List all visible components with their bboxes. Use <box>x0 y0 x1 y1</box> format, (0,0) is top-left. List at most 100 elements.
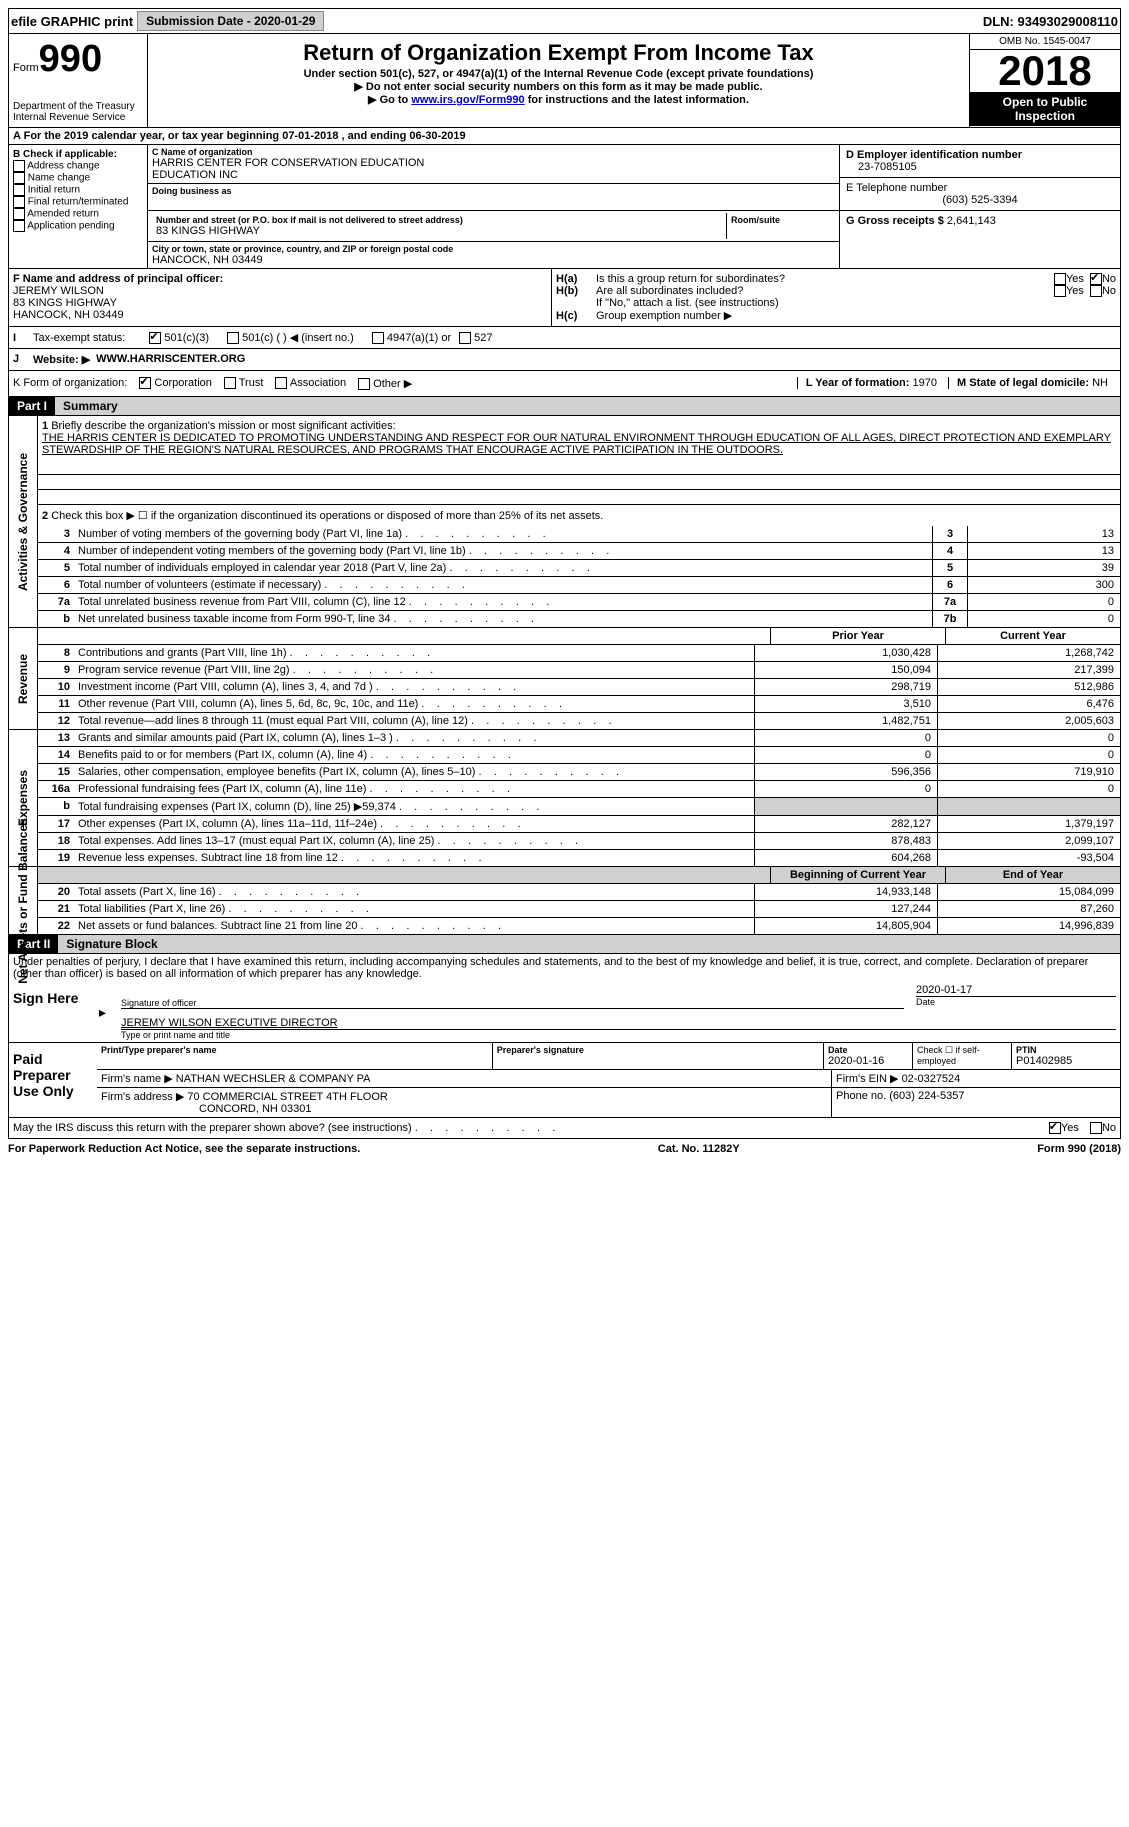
line-9: 9 Program service revenue (Part VIII, li… <box>38 662 1120 679</box>
side-net: Net Assets or Fund Balances <box>16 818 30 984</box>
box-e-label: E Telephone number <box>846 182 1114 194</box>
cb-name-change[interactable]: Name change <box>13 172 143 184</box>
line-20: 20 Total assets (Part X, line 16) 14,933… <box>38 884 1120 901</box>
box-b-label: B Check if applicable: <box>13 149 143 160</box>
cb-assoc[interactable]: Association <box>275 377 346 390</box>
line-13: 13 Grants and similar amounts paid (Part… <box>38 730 1120 747</box>
ha-yes[interactable]: Yes <box>1054 273 1084 285</box>
part1-net: Net Assets or Fund Balances Beginning of… <box>8 867 1121 935</box>
cb-501c[interactable]: 501(c) ( ) ◀ (insert no.) <box>227 331 354 344</box>
part1-rev: Revenue Prior Year Current Year 8 Contri… <box>8 628 1121 730</box>
col-begin: Beginning of Current Year <box>770 867 945 883</box>
org-name: HARRIS CENTER FOR CONSERVATION EDUCATION… <box>152 157 835 181</box>
box-f-label: F Name and address of principal officer: <box>13 273 547 285</box>
firm-phone: (603) 224-5357 <box>889 1090 964 1102</box>
line-5: 5 Total number of individuals employed i… <box>38 560 1120 577</box>
cb-other[interactable]: Other ▶ <box>358 377 412 390</box>
city-label: City or town, state or province, country… <box>152 244 835 254</box>
line-b: b Total fundraising expenses (Part IX, c… <box>38 798 1120 816</box>
signature-block: Sign Here Signature of officer 2020-01-1… <box>8 982 1121 1118</box>
side-gov: Activities & Governance <box>16 453 30 591</box>
box-c-name-label: C Name of organization <box>152 147 835 157</box>
tax-status-label: Tax-exempt status: <box>33 332 125 344</box>
hb-no[interactable]: No <box>1090 285 1116 297</box>
col-end: End of Year <box>945 867 1120 883</box>
line-a: A For the 2019 calendar year, or tax yea… <box>8 128 1121 145</box>
discuss-no[interactable]: No <box>1090 1122 1116 1134</box>
officer-addr1: 83 KINGS HIGHWAY <box>13 297 547 309</box>
irs-link[interactable]: www.irs.gov/Form990 <box>411 94 524 106</box>
arrow-icon <box>97 1004 108 1021</box>
ha-label: Is this a group return for subordinates? <box>596 273 1054 285</box>
ha-no[interactable]: No <box>1090 273 1116 285</box>
discuss-row: May the IRS discuss this return with the… <box>8 1118 1121 1139</box>
cb-501c3[interactable]: 501(c)(3) <box>149 332 209 344</box>
year-formation: 1970 <box>912 377 936 389</box>
dept-label: Department of the Treasury Internal Reve… <box>13 101 143 123</box>
mission-text: THE HARRIS CENTER IS DEDICATED TO PROMOT… <box>42 432 1111 456</box>
line-14: 14 Benefits paid to or for members (Part… <box>38 747 1120 764</box>
line-4: 4 Number of independent voting members o… <box>38 543 1120 560</box>
firm-name: NATHAN WECHSLER & COMPANY PA <box>176 1073 371 1085</box>
officer-addr2: HANCOCK, NH 03449 <box>13 309 547 321</box>
street-label: Number and street (or P.O. box if mail i… <box>156 215 722 225</box>
form-number: Form990 <box>13 38 143 81</box>
cb-address-change[interactable]: Address change <box>13 160 143 172</box>
q2-text: Check this box ▶ ☐ if the organization d… <box>51 510 603 522</box>
form-note2: ▶ Go to www.irs.gov/Form990 for instruct… <box>156 93 961 106</box>
row-klm: K Form of organization: Corporation Trus… <box>8 371 1121 397</box>
cb-initial-return[interactable]: Initial return <box>13 184 143 196</box>
part1-exp: Expenses 13 Grants and similar amounts p… <box>8 730 1121 867</box>
cb-527[interactable]: 527 <box>459 332 492 344</box>
side-rev: Revenue <box>16 654 30 704</box>
cb-final-return[interactable]: Final return/terminated <box>13 196 143 208</box>
line-b: b Net unrelated business taxable income … <box>38 611 1120 627</box>
room-label: Room/suite <box>731 215 831 225</box>
part1-header: Part I <box>9 397 55 415</box>
page-footer: For Paperwork Reduction Act Notice, see … <box>8 1139 1121 1155</box>
officer-name: JEREMY WILSON <box>13 285 547 297</box>
col-current: Current Year <box>945 628 1120 644</box>
row-i: I Tax-exempt status: 501(c)(3) 501(c) ( … <box>8 327 1121 349</box>
hb-yes[interactable]: Yes <box>1054 285 1084 297</box>
state-domicile: NH <box>1092 377 1108 389</box>
hb-label: Are all subordinates included? <box>596 285 1054 297</box>
cb-application-pending[interactable]: Application pending <box>13 220 143 232</box>
section-fh: F Name and address of principal officer:… <box>8 269 1121 327</box>
dba-label: Doing business as <box>152 186 835 196</box>
form-title: Return of Organization Exempt From Incom… <box>156 40 961 66</box>
firm-city: CONCORD, NH 03301 <box>199 1103 311 1115</box>
line-12: 12 Total revenue—add lines 8 through 11 … <box>38 713 1120 729</box>
street-value: 83 KINGS HIGHWAY <box>156 225 722 237</box>
sig-officer-line[interactable]: Signature of officer <box>121 998 904 1009</box>
dln-label: DLN: 93493029008110 <box>983 14 1118 29</box>
gross-receipts-value: 2,641,143 <box>947 215 996 227</box>
sig-date: 2020-01-17 <box>916 984 1116 996</box>
ptin-value: P01402985 <box>1016 1055 1116 1067</box>
discuss-yes[interactable]: Yes <box>1049 1122 1079 1134</box>
hb-note: If "No," attach a list. (see instruction… <box>556 297 1116 309</box>
line-21: 21 Total liabilities (Part X, line 26) 1… <box>38 901 1120 918</box>
line-3: 3 Number of voting members of the govern… <box>38 526 1120 543</box>
website-value: WWW.HARRISCENTER.ORG <box>96 353 245 366</box>
website-label: Website: ▶ <box>33 353 90 366</box>
top-bar: efile GRAPHIC print Submission Date - 20… <box>8 8 1121 34</box>
line-16a: 16a Professional fundraising fees (Part … <box>38 781 1120 798</box>
line-15: 15 Salaries, other compensation, employe… <box>38 764 1120 781</box>
form-subtitle: Under section 501(c), 527, or 4947(a)(1)… <box>156 68 961 80</box>
paid-preparer-label: Paid Preparer Use Only <box>9 1043 97 1117</box>
line-11: 11 Other revenue (Part VIII, column (A),… <box>38 696 1120 713</box>
cb-corp[interactable]: Corporation <box>139 377 212 390</box>
check-self-employed[interactable]: Check ☐ if self-employed <box>913 1043 1012 1070</box>
tax-year: 2018 <box>970 50 1120 92</box>
line-19: 19 Revenue less expenses. Subtract line … <box>38 850 1120 866</box>
cb-amended-return[interactable]: Amended return <box>13 208 143 220</box>
phone-value: (603) 525-3394 <box>846 194 1114 206</box>
city-value: HANCOCK, NH 03449 <box>152 254 835 266</box>
submission-date-btn[interactable]: Submission Date - 2020-01-29 <box>137 11 324 31</box>
ein-value: 23-7085105 <box>846 161 1114 173</box>
part1-header-row: Part I Summary <box>8 397 1121 416</box>
cb-4947[interactable]: 4947(a)(1) or <box>372 332 451 344</box>
firm-addr: 70 COMMERCIAL STREET 4TH FLOOR <box>187 1091 387 1103</box>
cb-trust[interactable]: Trust <box>224 377 264 390</box>
